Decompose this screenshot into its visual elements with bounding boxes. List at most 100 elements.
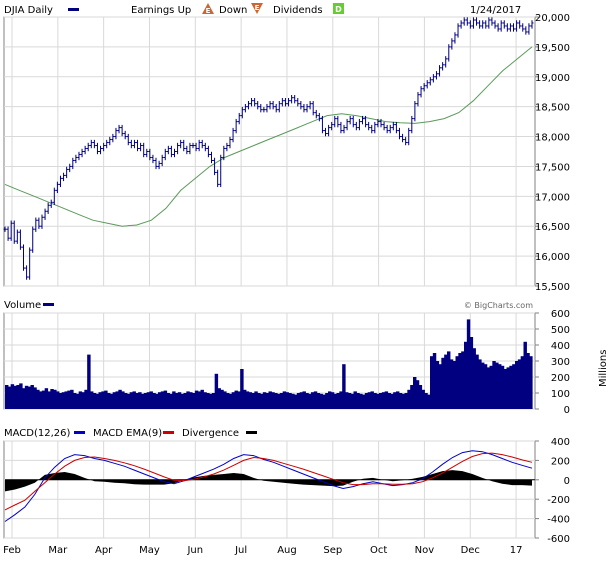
volume-bar: [515, 361, 519, 409]
price-bar: [490, 17, 494, 26]
volume-bar: [175, 393, 179, 409]
volume-bar: [489, 365, 493, 409]
volume-bar: [342, 364, 346, 409]
price-y-tick-label: 19,000: [535, 73, 570, 84]
volume-bar: [36, 389, 40, 409]
volume-bar: [129, 392, 134, 409]
price-bar: [123, 130, 127, 140]
volume-bar: [277, 393, 281, 409]
earnings-up-label: Earnings Up: [131, 5, 191, 16]
price-bar: [120, 124, 124, 137]
volume-bar: [347, 393, 352, 409]
volume-bar: [262, 392, 267, 409]
volume-bar: [350, 393, 355, 409]
volume-bar: [413, 377, 417, 409]
price-bar: [367, 121, 371, 131]
price-bar: [65, 166, 69, 179]
volume-bar: [509, 365, 513, 409]
volume-bar: [367, 392, 372, 409]
volume-bar: [387, 393, 391, 409]
price-bar: [31, 226, 35, 253]
price-bar: [317, 112, 321, 122]
price-panel: [3, 16, 536, 287]
price-bar: [499, 20, 503, 32]
price-bar: [425, 80, 429, 89]
x-tick-label: May: [139, 545, 160, 556]
price-bar: [302, 103, 306, 113]
volume-bar: [503, 369, 508, 409]
volume-bar: [115, 391, 119, 409]
price-bar: [484, 20, 488, 29]
volume-units-label: Millions: [598, 350, 609, 387]
volume-y-tick-label: 300: [551, 357, 570, 368]
price-bar: [481, 20, 485, 29]
volume-bar: [370, 391, 374, 409]
volume-bar: [118, 389, 122, 409]
volume-bar: [517, 359, 522, 409]
price-bar: [428, 77, 432, 86]
price-bar: [12, 220, 16, 244]
price-bar: [237, 112, 241, 125]
price-y-tick-label: 20,000: [535, 13, 570, 24]
volume-bar: [5, 385, 9, 409]
ema-series: [4, 452, 533, 511]
price-bar: [456, 23, 460, 38]
price-bar: [182, 139, 186, 152]
price-bar: [271, 100, 275, 110]
volume-bar: [13, 385, 17, 409]
volume-bar: [427, 394, 431, 409]
volume-bar: [19, 383, 23, 409]
price-bar: [475, 17, 479, 26]
symbol-label: DJIA Daily: [4, 5, 53, 16]
volume-bar: [217, 388, 221, 409]
price-bar: [487, 17, 491, 29]
volume-bar: [373, 393, 377, 409]
price-bar: [262, 106, 266, 113]
volume-bar: [206, 393, 210, 409]
price-bar: [6, 226, 10, 241]
price-bar: [305, 103, 309, 113]
price-bar: [379, 118, 383, 128]
price-bar: [345, 118, 349, 131]
price-bar: [200, 139, 204, 149]
volume-y-tick-label: 100: [551, 389, 570, 400]
price-y-tick-label: 18,000: [535, 133, 570, 144]
price-bar: [213, 157, 217, 176]
price-bar: [413, 100, 417, 122]
volume-bar: [189, 392, 193, 409]
volume-bar: [444, 354, 448, 409]
x-tick-label: Mar: [48, 545, 68, 556]
volume-bar: [33, 387, 37, 409]
price-bar: [37, 217, 41, 229]
price-bar: [468, 20, 472, 29]
volume-bar: [200, 389, 204, 409]
price-bar: [385, 124, 389, 134]
volume-bar: [56, 391, 60, 409]
price-bar: [394, 121, 398, 134]
volume-bar: [376, 393, 380, 409]
volume-bar: [243, 389, 247, 409]
volume-bar: [177, 392, 182, 409]
price-bar: [434, 71, 438, 80]
price-bar: [410, 115, 414, 134]
volume-bar: [441, 357, 445, 409]
price-bar: [206, 145, 210, 158]
volume-bar: [466, 319, 471, 409]
volume-bar: [95, 393, 100, 409]
price-bar: [240, 106, 244, 119]
x-tick-label: Aug: [277, 545, 297, 556]
volume-bar: [27, 386, 32, 409]
price-bar: [194, 142, 198, 152]
volume-bar: [526, 353, 530, 409]
price-y-tick-label: 15,500: [535, 282, 570, 293]
price-bar: [447, 44, 451, 62]
price-bar: [348, 115, 352, 125]
svg-text:E: E: [206, 7, 211, 15]
price-bar: [234, 118, 238, 134]
price-bar: [493, 20, 497, 29]
volume-bar: [506, 367, 510, 409]
price-bar: [527, 23, 531, 35]
volume-bar: [381, 392, 386, 409]
volume-bar: [90, 391, 94, 409]
price-bar: [515, 20, 519, 32]
